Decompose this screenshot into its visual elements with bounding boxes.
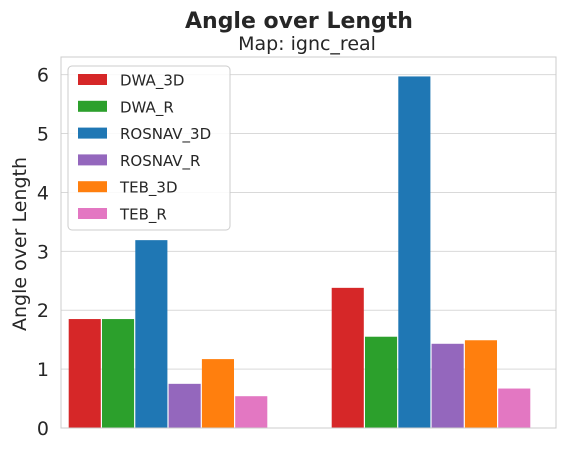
legend-label: TEB_3D: [119, 179, 178, 198]
legend-label: TEB_R: [119, 206, 167, 225]
chart-subtitle: Map: ignc_real: [238, 33, 376, 55]
bar-rosnav-3d-1: [135, 240, 168, 428]
legend-swatch: [78, 208, 107, 219]
legend-label: ROSNAV_R: [120, 152, 200, 171]
plot-frame: [60, 56, 557, 429]
legend-box: [67, 65, 231, 231]
bar-teb-3d-2: [464, 340, 497, 428]
legend-swatch: [78, 181, 107, 193]
bar-teb-r-1: [235, 396, 268, 428]
bar-dwa-r-1: [102, 319, 135, 428]
legend: DWA_3D DWA_R ROSNAV_3D ROSNAV_R TEB_3D TEB_R: [67, 65, 231, 231]
bar-dwa-3d-1: [68, 319, 101, 428]
bar-layer: [68, 76, 531, 428]
legend-label: ROSNAV_3D: [120, 125, 211, 144]
bar-dwa-r-2: [365, 336, 398, 428]
legend-label: DWA_3D: [120, 72, 184, 91]
bar-rosnav-r-2: [431, 343, 464, 428]
legend-swatch: [78, 100, 107, 112]
y-tick-label: 5: [37, 124, 49, 146]
legend-swatch: [78, 127, 107, 139]
legend-label: DWA_R: [120, 98, 174, 117]
y-tick-label: 1: [37, 359, 49, 381]
bar-dwa-3d-2: [331, 287, 364, 428]
bar-rosnav-3d-2: [398, 76, 431, 428]
bar-teb-3d-1: [201, 359, 234, 428]
tick-layer: 0 1 2 3 4 5 6: [37, 65, 49, 440]
y-tick-label: 6: [37, 65, 49, 87]
bar-rosnav-r-1: [168, 383, 201, 428]
legend-swatch: [78, 74, 107, 85]
y-tick-label: 4: [37, 182, 49, 204]
legend-swatch: [78, 154, 107, 166]
y-tick-label: 2: [37, 300, 49, 322]
y-tick-label: 3: [37, 241, 49, 263]
y-tick-label: 0: [37, 418, 49, 440]
chart-title: Angle over Length: [185, 9, 413, 34]
y-axis-label: Angle over Length: [9, 157, 31, 331]
bar-teb-r-2: [498, 388, 531, 428]
